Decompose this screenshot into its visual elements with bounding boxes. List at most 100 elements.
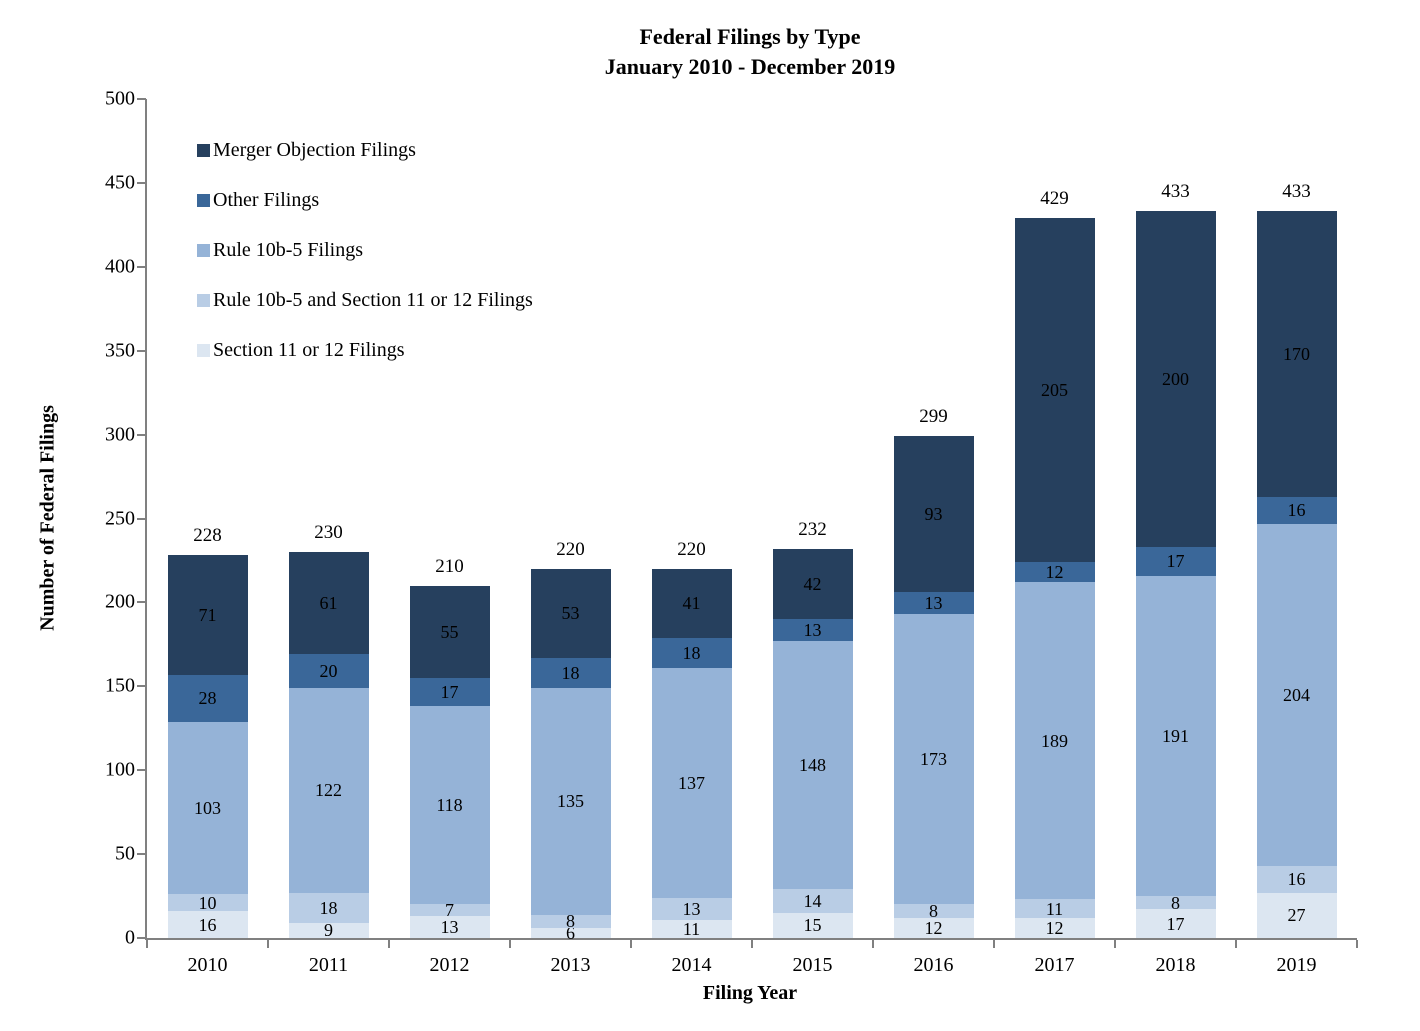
bar-segment: 20: [288, 654, 369, 688]
y-axis-title: Number of Federal Filings: [36, 405, 59, 631]
bar-segment: 55: [409, 585, 490, 678]
bar-segment: 41: [651, 568, 732, 638]
y-axis-tick: [137, 937, 146, 939]
x-axis-tick: [267, 940, 269, 948]
bar-total-label: 299: [919, 406, 948, 428]
legend-swatch: [197, 143, 210, 157]
bar-segment: 191: [1135, 575, 1216, 897]
bar-segment: 200: [1135, 211, 1216, 548]
y-tick-label: 150: [105, 674, 135, 697]
legend-label: Section 11 or 12 Filings: [213, 338, 405, 361]
bar-segment: 135: [530, 688, 611, 915]
legend-swatch: [197, 243, 210, 257]
chart-title-line2: January 2010 - December 2019: [604, 53, 896, 79]
bar-total-label: 220: [556, 538, 585, 560]
bar-segment: 12: [893, 917, 974, 938]
x-axis-tick: [630, 940, 632, 948]
bar-total-label: 230: [314, 522, 343, 544]
bar-segment: 118: [409, 706, 490, 905]
y-axis-tick: [137, 601, 146, 604]
bar-segment: 16: [1256, 865, 1337, 893]
bar-segment: 16: [1256, 496, 1337, 524]
bar-segment: 122: [288, 688, 369, 893]
chart-title: Federal Filings by Type January 2010 - D…: [145, 22, 1355, 81]
bar-total-label: 433: [1161, 181, 1190, 203]
bar-segment: 8: [530, 912, 611, 930]
plot-area: Merger Objection Filings Other Filings Rul…: [105, 88, 1358, 976]
bar-segment: 12: [1014, 562, 1095, 583]
bar-segment: 28: [167, 674, 248, 722]
bar-segment: 53: [530, 568, 611, 658]
legend-label: Rule 10b-5 Filings: [213, 238, 364, 261]
y-tick-label: 250: [105, 507, 135, 529]
chart-title-line1: Federal Filings by Type: [639, 24, 861, 49]
bar-total-label: 232: [798, 518, 827, 540]
bar-segment: 173: [893, 614, 974, 905]
x-axis-tick: [509, 940, 511, 948]
bar-segment: 61: [288, 552, 369, 655]
bar-segment: 13: [409, 916, 490, 938]
bar-total-label: 210: [435, 555, 464, 577]
legend-swatch: [197, 293, 210, 307]
bar-segment: 137: [651, 667, 732, 898]
y-tick-label: 200: [105, 590, 135, 613]
bar-segment: 13: [772, 619, 853, 641]
y-axis-tick: [137, 181, 146, 184]
x-tick-label: 2011: [308, 954, 349, 976]
x-tick-label: 2014: [671, 954, 712, 976]
bar-segment: 93: [893, 436, 974, 593]
legend-swatch: [197, 193, 210, 207]
bar-segment: 18: [651, 637, 732, 668]
y-tick-label: 400: [105, 255, 135, 278]
bar-segment: 17: [1135, 547, 1216, 576]
bar-segment: 204: [1256, 523, 1337, 866]
y-axis-tick: [137, 349, 146, 352]
y-axis-tick: [137, 853, 146, 856]
bar-total-label: 220: [677, 538, 706, 560]
x-axis-tick: [388, 940, 390, 948]
bar-segment: 148: [772, 641, 853, 890]
y-tick-label: 100: [105, 758, 135, 781]
bar-segment: 14: [772, 889, 853, 913]
y-tick-label: 350: [105, 339, 135, 362]
bar-segment: 27: [1256, 892, 1337, 938]
y-axis-tick: [137, 433, 146, 436]
bar-segment: 9: [288, 921, 369, 939]
bar-total-label: 433: [1282, 181, 1311, 203]
bar-segment: 18: [288, 892, 369, 923]
legend-item: Other Filings: [197, 187, 319, 213]
bar-segment: 15: [772, 912, 853, 938]
y-tick-label: 300: [105, 423, 135, 446]
y-axis-tick: [137, 98, 146, 100]
x-tick-label: 2016: [913, 954, 954, 976]
x-axis-title: Filing Year: [702, 982, 798, 1004]
y-tick-label: 450: [105, 171, 135, 194]
x-tick-label: 2018: [1155, 954, 1196, 976]
y-tick-label: 50: [115, 842, 135, 865]
legend-item: Merger Objection Filings: [197, 137, 416, 163]
bar-segment: 11: [651, 919, 732, 938]
bar-segment: 205: [1014, 218, 1095, 563]
bar-total-label: 228: [193, 525, 222, 547]
bar-segment: 17: [409, 677, 490, 707]
bar-segment: 13: [651, 897, 732, 920]
x-axis-tick: [872, 940, 874, 948]
bar-segment: 17: [1135, 909, 1216, 938]
x-axis-tick: [1235, 940, 1237, 948]
bar-segment: 16: [167, 911, 248, 938]
bar-segment: 8: [1135, 894, 1216, 912]
bar-segment: 10: [167, 894, 248, 912]
legend-label: Rule 10b-5 and Section 11 or 12 Filings: [213, 288, 533, 311]
bar-segment: 8: [893, 902, 974, 920]
y-axis-tick: [137, 265, 146, 268]
y-axis-tick: [137, 685, 146, 688]
bar-segment: 11: [1014, 899, 1095, 918]
x-axis-tick: [751, 940, 753, 948]
x-axis-tick: [146, 940, 148, 948]
x-tick-label: 2015: [792, 954, 833, 976]
legend-item: Rule 10b-5 and Section 11 or 12 Filings: [197, 287, 533, 313]
bar-segment: 170: [1256, 211, 1337, 497]
x-axis-tick: [993, 940, 995, 948]
x-tick-label: 2010: [187, 954, 228, 976]
bar-segment: 103: [167, 721, 248, 895]
